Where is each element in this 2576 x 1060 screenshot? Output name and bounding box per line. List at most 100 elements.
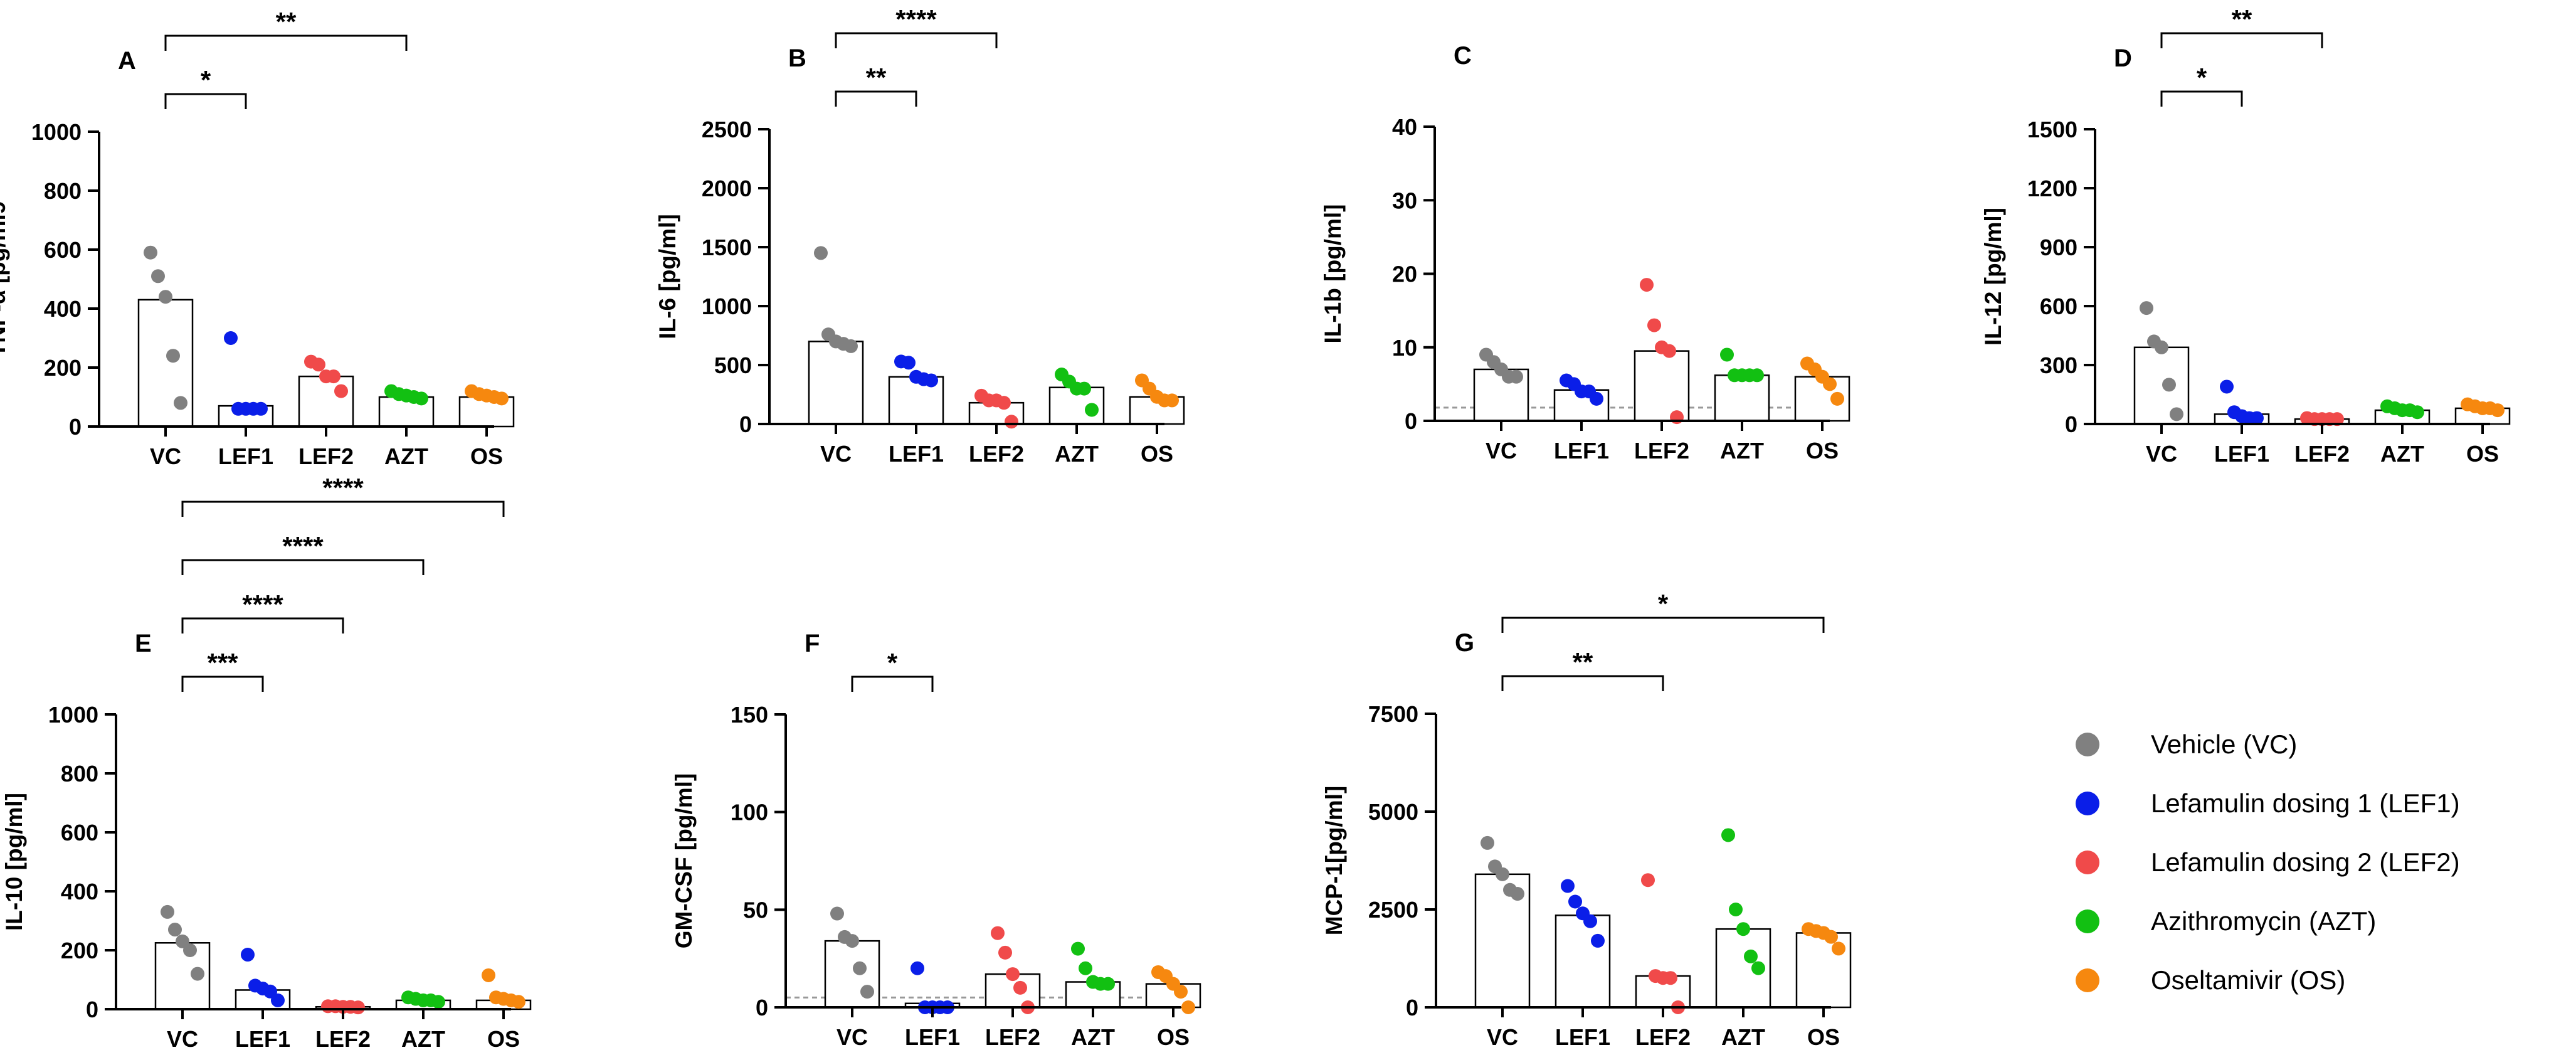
x-tick-label: AZT xyxy=(1055,441,1099,467)
data-point-lef2 xyxy=(1662,344,1676,358)
legend: Vehicle (VC) Lefamulin dosing 1 (LEF1) L… xyxy=(2076,715,2460,1010)
data-point-lef2 xyxy=(1006,967,1020,982)
data-point-lef1 xyxy=(1591,933,1605,948)
data-point-azt xyxy=(1071,941,1085,956)
significance-bracket xyxy=(164,34,408,51)
significance-label: **** xyxy=(282,531,324,561)
significance-label: *** xyxy=(207,648,238,677)
significance-bracket xyxy=(181,559,425,575)
y-tick-label: 600 xyxy=(61,820,98,845)
y-tick-label: 0 xyxy=(1405,408,1417,434)
x-tick-label: LEF1 xyxy=(1555,1024,1610,1050)
y-tick-label: 2000 xyxy=(702,176,752,201)
x-tick-label: AZT xyxy=(1721,1024,1765,1050)
data-point-vc xyxy=(830,906,844,921)
panel-b: B 0 500 1000 1500 2000 2500 VC LEF1 LEF2 AZT OS IL-6… xyxy=(655,4,1185,467)
panel-e: E 0 200 400 600 800 1000 VC LEF1 LEF2 AZT OS IL-10 [… xyxy=(1,473,532,1052)
data-point-os xyxy=(1824,930,1838,944)
x-tick-label: OS xyxy=(1157,1024,1190,1050)
data-point-vc xyxy=(166,349,180,363)
data-point-lef2 xyxy=(1013,980,1027,995)
data-point-lef2 xyxy=(2330,412,2344,427)
significance-label: * xyxy=(1658,589,1669,618)
y-axis-label: IL-6 [pg/ml] xyxy=(655,214,680,339)
panel-letter: E xyxy=(135,630,152,657)
panel-letter: A xyxy=(118,47,136,75)
significance-label: * xyxy=(887,648,898,677)
data-point-os xyxy=(1174,985,1188,999)
legend-item-os: Oseltamivir (OS) xyxy=(2076,951,2460,1010)
data-point-os xyxy=(1832,941,1845,956)
data-point-vc xyxy=(2162,378,2176,392)
data-point-vc xyxy=(151,269,165,284)
data-point-lef1 xyxy=(1561,879,1575,893)
y-tick-label: 150 xyxy=(731,702,768,728)
data-point-azt xyxy=(1729,903,1743,916)
data-point-lef2 xyxy=(312,358,325,372)
significance-bracket xyxy=(1501,617,1825,633)
data-point-lef1 xyxy=(1568,894,1582,909)
significance-bracket xyxy=(181,676,264,692)
data-point-azt xyxy=(1077,381,1091,396)
y-tick-label: 1500 xyxy=(702,235,752,260)
data-point-azt xyxy=(1079,961,1092,975)
significance-label: * xyxy=(201,65,211,95)
data-point-vc xyxy=(1481,835,1494,850)
legend-label-azt: Azithromycin (AZT) xyxy=(2151,906,2377,936)
x-tick-label: LEF2 xyxy=(315,1026,371,1052)
data-point-lef2 xyxy=(334,384,348,398)
y-tick-label: 1200 xyxy=(2027,176,2077,201)
data-point-azt xyxy=(431,995,445,1009)
y-tick-label: 30 xyxy=(1392,188,1417,213)
y-tick-label: 1000 xyxy=(48,702,98,728)
data-point-os xyxy=(512,995,525,1009)
x-tick-label: VC xyxy=(2146,441,2177,467)
legend-label-vc: Vehicle (VC) xyxy=(2151,729,2298,759)
y-tick-label: 10 xyxy=(1392,335,1417,361)
significance-label: * xyxy=(2197,63,2207,92)
legend-marker-os xyxy=(2076,968,2099,992)
data-point-vc xyxy=(168,923,182,937)
data-point-lef1 xyxy=(924,373,938,388)
y-tick-label: 0 xyxy=(86,997,98,1022)
data-point-vc xyxy=(144,245,157,260)
x-tick-label: OS xyxy=(1141,441,1173,467)
x-tick-label: AZT xyxy=(384,443,428,469)
data-point-vc xyxy=(191,967,204,981)
data-point-azt xyxy=(1721,828,1735,842)
data-point-vc xyxy=(161,904,174,919)
y-tick-label: 50 xyxy=(743,897,768,923)
x-tick-label: OS xyxy=(470,443,503,469)
y-tick-label: 200 xyxy=(61,938,98,963)
legend-label-lef1: Lefamulin dosing 1 (LEF1) xyxy=(2151,788,2460,818)
significance-bracket xyxy=(181,501,505,517)
x-tick-label: LEF2 xyxy=(2294,441,2350,467)
panel-letter: F xyxy=(805,630,820,657)
data-point-lef2 xyxy=(1664,971,1677,985)
y-tick-label: 800 xyxy=(61,761,98,787)
data-point-azt xyxy=(1744,949,1758,963)
data-point-os xyxy=(1181,1000,1195,1014)
x-tick-label: LEF1 xyxy=(1554,438,1609,464)
y-tick-label: 40 xyxy=(1392,114,1417,140)
x-tick-label: LEF2 xyxy=(969,441,1024,467)
y-axis-label: GM-CSF [pg/ml] xyxy=(671,773,697,949)
data-point-lef1 xyxy=(241,948,255,962)
panel-f: F 0 50 100 150 VC LEF1 LEF2 AZT OS GM-CSF [pg/ml] * xyxy=(671,630,1201,1050)
significance-label: ** xyxy=(1573,647,1593,677)
x-tick-label: LEF2 xyxy=(1635,1024,1691,1050)
y-tick-label: 100 xyxy=(731,800,768,825)
y-axis-label: MCP-1[pg/ml] xyxy=(1321,786,1347,935)
x-tick-label: VC xyxy=(150,443,181,469)
panel-letter: C xyxy=(1454,42,1472,70)
data-point-vc xyxy=(2170,407,2183,421)
data-point-vc xyxy=(814,246,828,260)
panel-letter: B xyxy=(788,45,806,72)
data-point-azt xyxy=(1751,961,1765,975)
data-point-lef2 xyxy=(1641,873,1655,888)
bar-azt xyxy=(1714,374,1770,422)
data-point-lef2 xyxy=(1005,415,1018,429)
y-tick-label: 0 xyxy=(1406,995,1418,1020)
data-point-lef1 xyxy=(2250,411,2264,425)
